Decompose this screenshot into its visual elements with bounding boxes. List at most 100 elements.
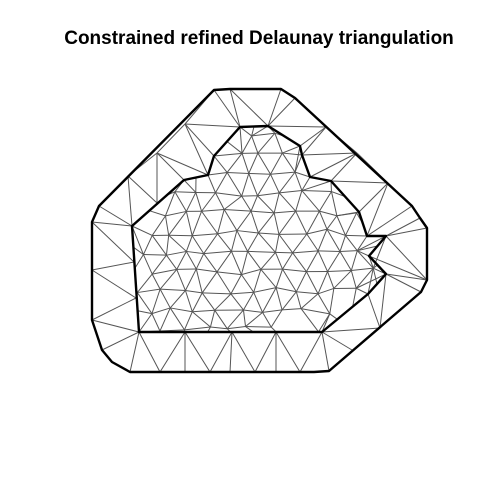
mesh-edge [248,172,271,175]
mesh-edge [250,195,258,212]
mesh-edge [367,268,374,295]
mesh-edge [151,307,171,315]
mesh-edge [98,205,133,227]
mesh-edge [166,254,178,270]
mesh-edge [306,271,319,295]
mesh-edge [295,271,307,292]
mesh-edge [230,251,242,275]
mesh-edge [243,292,255,311]
mesh-edge [195,253,205,270]
mesh-edge [275,331,301,373]
mesh-edge [247,250,276,253]
mesh-edge [317,271,329,294]
mesh-edge [294,154,303,173]
mesh-edge [131,225,144,255]
mesh-edge [253,269,262,293]
mesh-edge [357,235,387,252]
mesh-edge [226,309,244,330]
mesh-edge [270,171,296,175]
mesh-edge [209,310,216,328]
mesh-edge [230,274,242,295]
mesh-edge [294,171,311,178]
mesh-edge [101,331,140,351]
mesh-edge [201,292,216,311]
mesh-edge [241,274,255,293]
mesh-edge [230,230,238,252]
mesh-edge [250,210,259,234]
mesh-edge [282,152,303,156]
mesh-edge [226,172,243,197]
mesh-edge [223,209,238,231]
mesh-edge [300,308,319,333]
mesh-edge [168,211,187,236]
mesh-edge [267,97,296,127]
mesh-edge [210,326,228,330]
mesh-edge [226,141,243,154]
mesh-edge [239,126,252,137]
mesh-edge [270,152,283,175]
mesh-edge [368,255,428,281]
mesh-edge [248,152,259,174]
mesh-edge [253,287,277,293]
mesh-edge [174,191,196,193]
mesh-edge [185,251,197,270]
mesh-edge [326,228,346,236]
mesh-edge [227,171,249,174]
mesh-edge [156,152,209,176]
mesh-edge [274,210,296,214]
mesh-edge [300,293,319,309]
mesh-edge [326,228,341,252]
mesh-edge [241,135,253,154]
mesh-edge [166,250,187,256]
mesh-edge [229,331,233,373]
mesh-edge [306,210,320,235]
mesh-edge [385,217,421,237]
mesh-edge [91,269,137,299]
mesh-edge [127,175,133,227]
mesh-edge [191,211,203,236]
mesh-edge [196,268,218,273]
mesh-edge [213,152,243,157]
mesh-edge [319,191,332,212]
mesh-edge [207,171,228,176]
mesh-edge [216,271,232,295]
mesh-edge [385,273,422,293]
mesh-edge [184,123,209,176]
mesh-edge [257,195,275,214]
mesh-edge [184,123,241,128]
mesh-edge [317,229,328,252]
mesh-edge [245,312,263,327]
mesh-edge [251,125,269,137]
mesh-edge [216,251,232,273]
mesh-edge [317,287,334,295]
mesh-edge [301,190,320,212]
mesh-edge [151,288,161,314]
mesh-edge [156,152,185,181]
mesh-edge [257,173,271,196]
mesh-edge [300,308,330,315]
mesh-edge [133,246,144,255]
mesh-edge [134,254,144,269]
mesh-edge [191,292,203,312]
mesh-edge [251,132,275,137]
mesh-edge [318,250,341,252]
mesh-edge [385,235,428,281]
mesh-edge [185,290,203,294]
mesh-edge [142,235,153,255]
mesh-edge [385,227,428,237]
mesh-edge [241,268,261,276]
mesh-edge [262,312,272,328]
mesh-edge [149,210,166,217]
mesh-edge [195,192,203,212]
mesh-edge [366,182,389,237]
mesh-edge [131,225,153,236]
mesh-edge [273,192,280,214]
mesh-edge [350,250,358,271]
mesh-edge [282,268,307,273]
mesh-edge [241,173,250,197]
mesh-edge [299,331,323,373]
mesh-edge [136,273,153,293]
mesh-edge [236,230,249,252]
mesh-edge [301,152,358,156]
mesh-edge [295,291,302,309]
